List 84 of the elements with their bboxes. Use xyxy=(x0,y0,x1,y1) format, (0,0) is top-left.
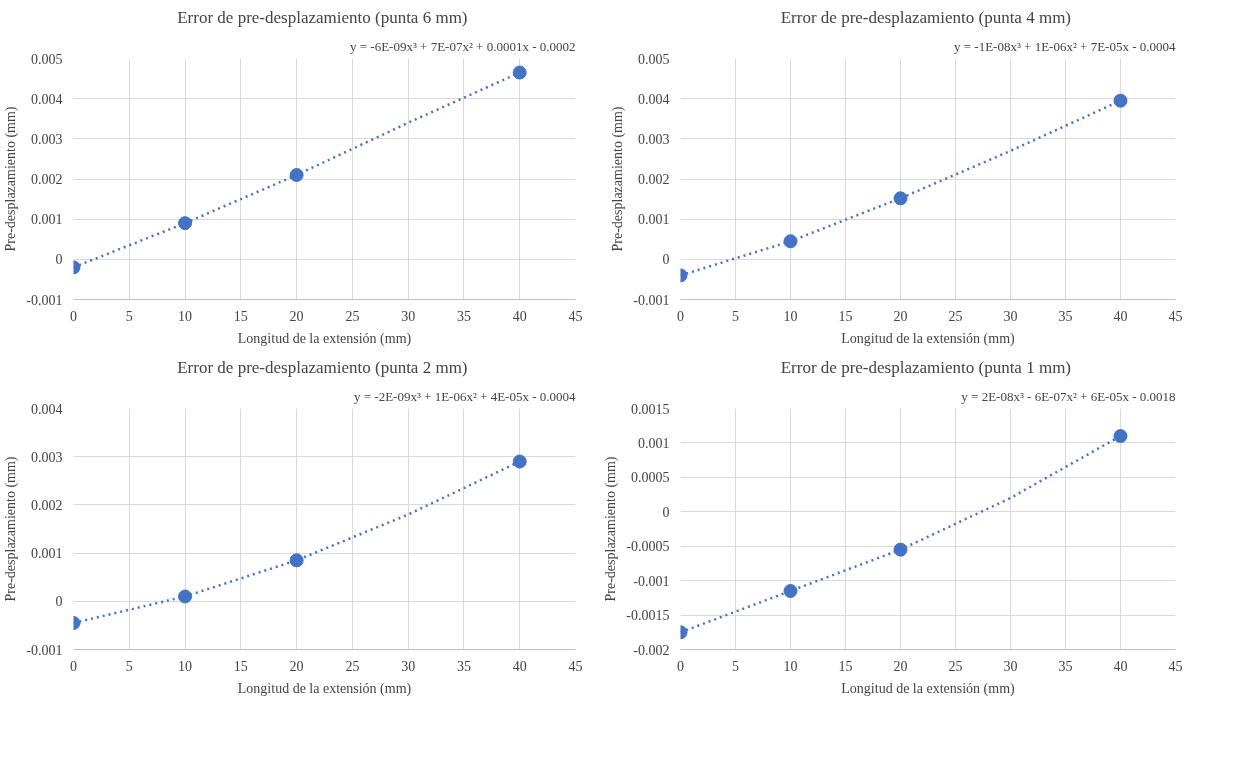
x-tick-label: 20 xyxy=(893,308,908,324)
x-tick-label: 40 xyxy=(512,658,527,674)
chart-title: Error de pre-desplazamiento (punta 4 mm) xyxy=(780,7,1072,27)
y-tick-label: 0.002 xyxy=(31,497,63,513)
x-tick-label: 5 xyxy=(125,658,133,674)
y-tick-label: 0.003 xyxy=(31,131,63,147)
x-tick-label: 30 xyxy=(401,308,416,324)
x-tick-label: 10 xyxy=(178,658,193,674)
chart-title: Error de pre-desplazamiento (punta 6 mm) xyxy=(177,7,468,27)
y-tick-label: 0.004 xyxy=(638,91,670,107)
y-tick-label: 0.001 xyxy=(31,546,63,562)
x-axis-title: Longitud de la extensión (mm) xyxy=(237,330,412,347)
x-tick-label: 45 xyxy=(1168,308,1183,324)
y-tick-label: 0.001 xyxy=(638,212,670,228)
x-tick-label: 25 xyxy=(345,658,360,674)
y-tick-label: 0.003 xyxy=(638,131,670,147)
y-axis-title: Pre-desplazamiento (mm) xyxy=(603,456,620,602)
x-axis-title: Longitud de la extensión (mm) xyxy=(237,680,412,697)
x-tick-label: 15 xyxy=(233,658,248,674)
y-tick-label: -0.001 xyxy=(26,292,63,308)
x-tick-label: 40 xyxy=(1113,658,1128,674)
x-tick-label: 0 xyxy=(677,658,684,674)
x-tick-label: 25 xyxy=(345,308,360,324)
x-tick-label: 35 xyxy=(1058,308,1073,324)
x-axis-title: Longitud de la extensión (mm) xyxy=(841,330,1016,347)
y-tick-label: -0.001 xyxy=(633,573,670,589)
y-tick-label: 0.005 xyxy=(638,51,670,67)
x-tick-label: 30 xyxy=(401,658,416,674)
x-tick-label: 30 xyxy=(1003,308,1018,324)
x-tick-label: 10 xyxy=(783,658,798,674)
x-tick-label: 40 xyxy=(512,308,527,324)
x-tick-label: 15 xyxy=(838,658,853,674)
x-tick-label: 0 xyxy=(70,658,77,674)
y-axis-title: Pre-desplazamiento (mm) xyxy=(610,106,627,252)
y-tick-label: 0 xyxy=(55,594,63,610)
x-tick-label: 15 xyxy=(838,308,853,324)
y-tick-label: -0.002 xyxy=(633,642,670,658)
chart-title: Error de pre-desplazamiento (punta 2 mm) xyxy=(177,357,468,377)
x-tick-label: 10 xyxy=(178,308,193,324)
y-tick-label: -0.0015 xyxy=(626,608,670,624)
x-tick-label: 0 xyxy=(677,308,684,324)
y-tick-label: 0.001 xyxy=(638,435,670,451)
text: y = -1E-08x³ + 1E-06x² + 7E-05x - 0.0004 xyxy=(953,38,1176,54)
y-tick-label: 0.003 xyxy=(31,449,63,465)
y-tick-label: 0.004 xyxy=(31,91,63,107)
x-tick-label: 5 xyxy=(125,308,133,324)
y-tick-label: 0 xyxy=(662,504,670,520)
x-tick-label: 20 xyxy=(289,308,304,324)
y-axis-title: Pre-desplazamiento (mm) xyxy=(3,456,20,602)
text: y = 2E-08x³ - 6E-07x² + 6E-05x - 0.0018 xyxy=(961,388,1176,404)
x-tick-label: 45 xyxy=(568,658,583,674)
x-tick-label: 20 xyxy=(289,658,304,674)
y-tick-label: 0.0005 xyxy=(631,470,670,486)
x-tick-label: 25 xyxy=(948,308,963,324)
y-tick-label: 0.001 xyxy=(31,212,63,228)
y-tick-label: 0.004 xyxy=(31,401,63,417)
x-tick-label: 35 xyxy=(456,308,471,324)
x-tick-label: 15 xyxy=(233,308,248,324)
x-axis-title: Longitud de la extensión (mm) xyxy=(841,680,1016,697)
x-tick-label: 10 xyxy=(783,308,798,324)
y-tick-label: -0.001 xyxy=(633,292,670,308)
y-axis-title: Pre-desplazamiento (mm) xyxy=(3,106,20,252)
x-tick-label: 20 xyxy=(893,658,908,674)
x-tick-label: 30 xyxy=(1003,658,1018,674)
x-tick-label: 25 xyxy=(948,658,963,674)
y-tick-label: 0.005 xyxy=(31,51,63,67)
y-tick-label: 0.002 xyxy=(638,172,670,187)
y-tick-label: 0.0015 xyxy=(631,401,670,417)
x-tick-label: 5 xyxy=(732,308,739,324)
x-tick-label: 45 xyxy=(568,308,583,324)
x-tick-label: 5 xyxy=(732,658,739,674)
text: y = -2E-09x³ + 1E-06x² + 4E-05x - 0.0004 xyxy=(353,388,576,404)
y-tick-label: -0.001 xyxy=(26,642,63,658)
x-tick-label: 0 xyxy=(70,308,77,324)
text: y = -6E-09x³ + 7E-07x² + 0.0001x - 0.0002 xyxy=(350,38,576,54)
x-tick-label: 35 xyxy=(456,658,471,674)
chart-title: Error de pre-desplazamiento (punta 1 mm) xyxy=(780,357,1072,377)
y-tick-label: 0 xyxy=(662,252,670,268)
x-tick-label: 45 xyxy=(1168,658,1183,674)
y-tick-label: -0.0005 xyxy=(626,539,670,555)
x-tick-label: 40 xyxy=(1113,308,1128,324)
y-tick-label: 0.002 xyxy=(31,172,63,187)
y-tick-label: 0 xyxy=(55,252,63,268)
x-tick-label: 35 xyxy=(1058,658,1073,674)
